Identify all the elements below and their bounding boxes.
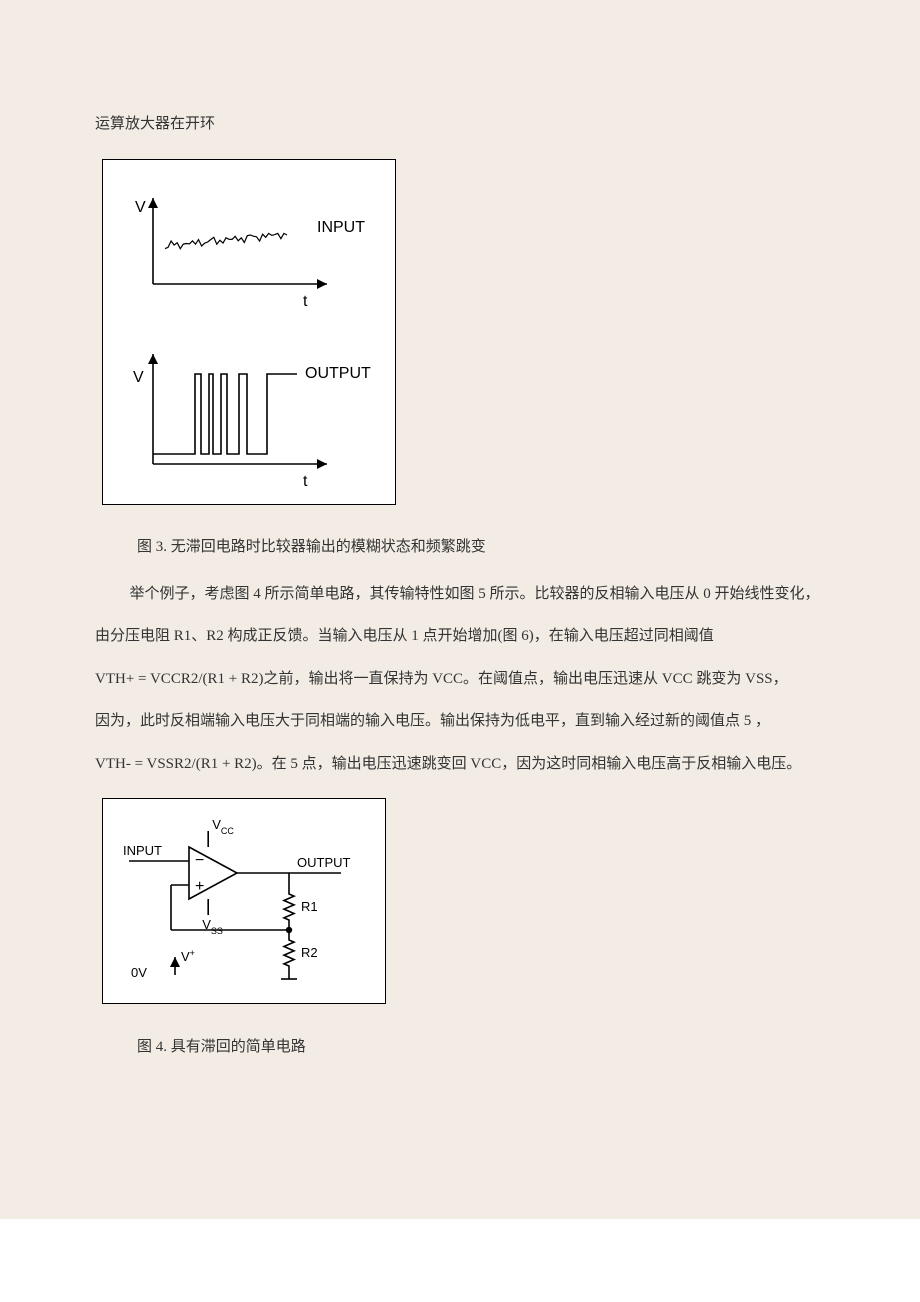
svg-text:t: t [303, 473, 308, 490]
svg-text:0V: 0V [131, 965, 147, 980]
figure-4-caption: 图 4. 具有滞回的简单电路 [62, 1033, 858, 1062]
svg-text:R2: R2 [301, 945, 318, 960]
svg-text:+: + [195, 878, 204, 895]
svg-text:−: − [195, 852, 204, 869]
svg-text:t: t [303, 293, 308, 310]
figure-3: Vt INPUT Vt OUTPUT [102, 159, 396, 505]
svg-text:INPUT: INPUT [123, 843, 162, 858]
paragraph-5: 因为，此时反相端输入电压大于同相端的输入电压。输出保持为低电平，直到输入经过新的… [62, 707, 858, 736]
svg-text:V+: V+ [181, 948, 195, 964]
figure-3-caption: 图 3. 无滞回电路时比较器输出的模糊状态和频繁跳变 [62, 533, 858, 562]
svg-text:V: V [133, 369, 144, 386]
figure-3-svg: Vt INPUT Vt OUTPUT [117, 174, 377, 494]
svg-text:OUTPUT: OUTPUT [305, 365, 371, 382]
paragraph-4: VTH+ = VCCR2/(R1 + R2)之前，输出将一直保持为 VCC。在阈… [62, 665, 858, 694]
paragraph-3: 由分压电阻 R1、R2 构成正反馈。当输入电压从 1 点开始增加(图 6)，在输… [62, 622, 858, 651]
paragraph-intro: 运算放大器在开环 [62, 110, 858, 139]
svg-text:VSS: VSS [202, 917, 223, 936]
svg-text:VCC: VCC [212, 817, 234, 836]
svg-text:R1: R1 [301, 899, 318, 914]
paragraph-2: 举个例子，考虑图 4 所示简单电路，其传输特性如图 5 所示。比较器的反相输入电… [62, 580, 858, 609]
svg-text:INPUT: INPUT [317, 219, 365, 236]
svg-text:OUTPUT: OUTPUT [297, 855, 351, 870]
figure-4: − + INPUT VCC VSS OUTPUT R1 R2 0V V+ [102, 798, 386, 1004]
page-content: 运算放大器在开环 Vt INPUT Vt OUTPUT 图 3. 无滞回电路时比较器输… [0, 0, 920, 1219]
figure-4-svg: − + INPUT VCC VSS OUTPUT R1 R2 0V V+ [117, 813, 367, 993]
paragraph-6: VTH- = VSSR2/(R1 + R2)。在 5 点，输出电压迅速跳变回 V… [62, 750, 858, 779]
svg-text:V: V [135, 199, 146, 216]
